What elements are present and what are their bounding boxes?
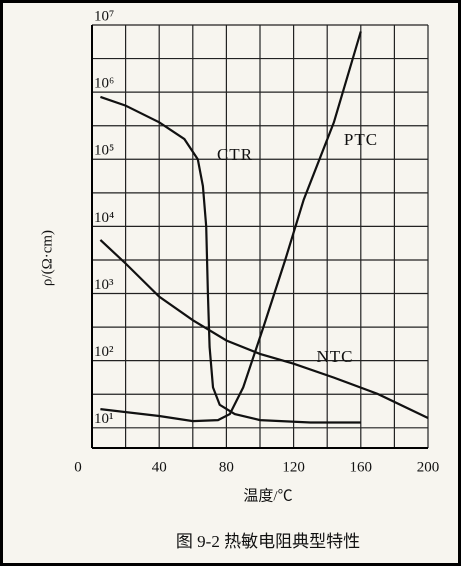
x-tick-label: 40: [152, 459, 167, 475]
y-tick-label: 10⁴: [94, 210, 114, 226]
x-tick-label: 120: [282, 459, 305, 475]
y-tick-label: 10⁵: [94, 143, 114, 159]
y-axis-label: ρ/(Ω·cm): [39, 230, 55, 286]
x-axis-label: 温度/℃: [243, 487, 292, 504]
series-label: PTC: [344, 130, 378, 149]
y-tick-label: 10²: [94, 344, 114, 360]
line-series: [99, 239, 429, 419]
series-label: CTR: [217, 145, 253, 164]
x-tick-label: 0: [74, 459, 82, 475]
line-series: [100, 31, 362, 423]
series-label: NTC: [317, 347, 354, 366]
x-tick-label: 160: [350, 459, 373, 475]
line-series: [100, 95, 361, 424]
caption: 图 9-2 热敏电阻典型特性: [176, 532, 360, 551]
y-tick-label: 10¹: [94, 411, 114, 427]
y-tick-label: 10³: [94, 277, 114, 293]
chart: 温度/℃ ρ/(Ω·cm) 图 9-2 热敏电阻典型特性 0 40 80 120 160…: [39, 8, 440, 551]
y-tick-label: 10⁶: [94, 76, 114, 92]
y-tick-label: 10⁷: [94, 8, 114, 24]
x-tick-label: 80: [219, 459, 234, 475]
x-tick-label: 200: [417, 459, 440, 475]
